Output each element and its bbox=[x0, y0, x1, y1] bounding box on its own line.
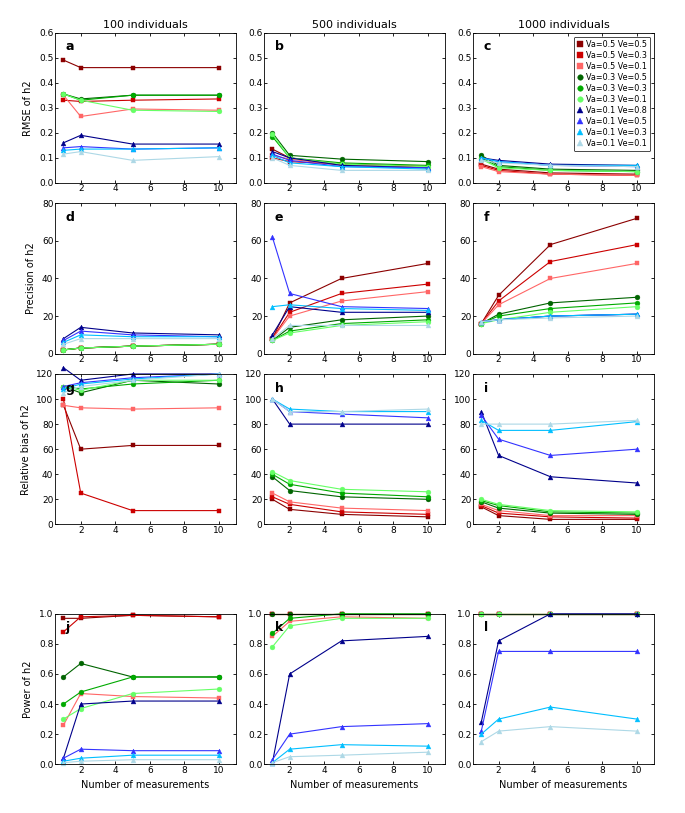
Title: 500 individuals: 500 individuals bbox=[312, 20, 397, 30]
Text: b: b bbox=[275, 40, 284, 53]
Y-axis label: Relative bias of h2: Relative bias of h2 bbox=[21, 404, 31, 494]
Text: i: i bbox=[484, 381, 488, 394]
Text: d: d bbox=[66, 211, 75, 224]
Y-axis label: RMSE of h2: RMSE of h2 bbox=[23, 80, 34, 136]
Text: g: g bbox=[66, 381, 75, 394]
Legend: Va=0.5 Ve=0.5, Va=0.5 Ve=0.3, Va=0.5 Ve=0.1, Va=0.3 Ve=0.5, Va=0.3 Ve=0.3, Va=0.: Va=0.5 Ve=0.5, Va=0.5 Ve=0.3, Va=0.5 Ve=… bbox=[574, 37, 650, 151]
X-axis label: Number of measurements: Number of measurements bbox=[499, 780, 627, 790]
Text: h: h bbox=[275, 381, 284, 394]
X-axis label: Number of measurements: Number of measurements bbox=[290, 780, 419, 790]
Text: f: f bbox=[484, 211, 489, 224]
Title: 100 individuals: 100 individuals bbox=[103, 20, 188, 30]
Text: j: j bbox=[66, 621, 70, 634]
Y-axis label: Precision of h2: Precision of h2 bbox=[26, 242, 36, 315]
Text: k: k bbox=[275, 621, 283, 634]
Text: c: c bbox=[484, 40, 491, 53]
Title: 1000 individuals: 1000 individuals bbox=[518, 20, 609, 30]
Text: e: e bbox=[275, 211, 283, 224]
Text: a: a bbox=[66, 40, 74, 53]
X-axis label: Number of measurements: Number of measurements bbox=[82, 780, 210, 790]
Y-axis label: Power of h2: Power of h2 bbox=[23, 660, 34, 718]
Text: l: l bbox=[484, 621, 488, 634]
